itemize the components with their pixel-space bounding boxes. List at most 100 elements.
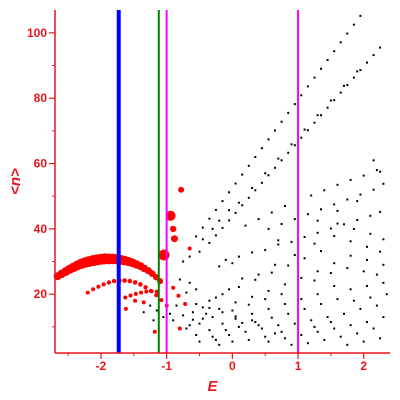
data-point-black bbox=[270, 316, 273, 319]
data-point-black bbox=[300, 276, 303, 279]
data-point-black bbox=[237, 201, 240, 204]
plot-area bbox=[53, 10, 388, 353]
data-point-black bbox=[218, 343, 221, 346]
data-point-black bbox=[329, 321, 332, 323]
data-point-black bbox=[254, 321, 257, 323]
data-point-black bbox=[201, 306, 204, 309]
data-point-red bbox=[178, 186, 185, 193]
data-point-black bbox=[188, 255, 191, 258]
data-point-black bbox=[234, 211, 237, 214]
data-point-red bbox=[165, 210, 176, 221]
data-point-black bbox=[283, 337, 286, 340]
data-point-black bbox=[356, 219, 359, 221]
data-point-black bbox=[257, 273, 260, 276]
data-point-red bbox=[127, 278, 133, 284]
data-point-black bbox=[326, 106, 329, 109]
data-point-black bbox=[267, 289, 270, 292]
data-point-black bbox=[251, 251, 254, 254]
data-point-black bbox=[316, 231, 319, 234]
data-point-red bbox=[133, 291, 138, 296]
data-point-black bbox=[241, 173, 244, 176]
axes: -2 -1 0 1 2 20 40 60 80 100 bbox=[27, 10, 390, 373]
data-point-black bbox=[234, 317, 237, 320]
data-point-black bbox=[244, 224, 247, 227]
data-point-black bbox=[382, 182, 385, 185]
data-point-black bbox=[280, 330, 283, 333]
data-point-black bbox=[356, 70, 359, 73]
data-point-red bbox=[111, 278, 117, 284]
data-point-black bbox=[224, 329, 227, 332]
data-point-black bbox=[293, 218, 296, 221]
data-point-black bbox=[228, 288, 231, 291]
data-point-black bbox=[369, 214, 372, 217]
data-point-black bbox=[385, 293, 388, 296]
data-point-black bbox=[333, 50, 336, 53]
data-point-black bbox=[336, 183, 339, 186]
data-point-black bbox=[274, 263, 276, 266]
data-point-black bbox=[375, 273, 378, 276]
data-point-black bbox=[228, 219, 231, 222]
data-point-red bbox=[139, 290, 143, 295]
data-point-black bbox=[343, 223, 345, 226]
data-point-black bbox=[316, 270, 319, 273]
data-point-black bbox=[251, 319, 254, 322]
data-point-black bbox=[237, 255, 240, 258]
data-point-red bbox=[152, 329, 157, 334]
data-point-black bbox=[310, 194, 313, 197]
data-point-black bbox=[313, 325, 316, 328]
data-point-black bbox=[316, 114, 319, 117]
data-point-black bbox=[359, 193, 362, 196]
y-tick-label: 20 bbox=[34, 287, 48, 301]
data-point-black bbox=[251, 312, 254, 315]
data-point-black bbox=[231, 340, 234, 343]
x-tick-label: -2 bbox=[96, 359, 107, 373]
data-point-black bbox=[237, 325, 240, 328]
data-point-black bbox=[366, 258, 368, 261]
data-point-black bbox=[356, 200, 359, 203]
data-point-black bbox=[254, 156, 257, 158]
data-point-black bbox=[352, 23, 355, 26]
data-point-black bbox=[379, 170, 382, 173]
data-point-black bbox=[352, 227, 355, 230]
data-point-black bbox=[234, 182, 237, 185]
data-point-black bbox=[277, 157, 280, 160]
data-point-black bbox=[366, 61, 368, 64]
data-point-black bbox=[362, 174, 365, 177]
data-point-black bbox=[287, 111, 290, 114]
data-point-black bbox=[372, 54, 375, 57]
data-point-black bbox=[306, 129, 309, 132]
data-point-black bbox=[320, 114, 322, 117]
data-point-black bbox=[201, 238, 204, 241]
data-point-red bbox=[154, 293, 159, 298]
data-point-black bbox=[316, 330, 319, 333]
data-point-black bbox=[366, 285, 368, 287]
data-point-black bbox=[310, 319, 313, 322]
data-point-red bbox=[187, 246, 192, 251]
data-point-black bbox=[333, 327, 336, 330]
data-point-black bbox=[208, 217, 211, 220]
data-point-black bbox=[277, 324, 280, 327]
data-point-black bbox=[303, 128, 306, 131]
data-point-black bbox=[346, 343, 349, 346]
data-point-black bbox=[323, 189, 326, 192]
data-point-black bbox=[221, 226, 224, 229]
data-point-black bbox=[191, 318, 194, 321]
data-point-black bbox=[264, 298, 267, 301]
data-point-black bbox=[208, 241, 211, 244]
data-point-black bbox=[306, 213, 309, 216]
data-point-black bbox=[339, 91, 342, 94]
data-point-black bbox=[224, 258, 227, 261]
data-point-black bbox=[191, 311, 194, 314]
data-point-black bbox=[228, 191, 231, 194]
data-point-black bbox=[306, 342, 309, 345]
data-point-black bbox=[175, 304, 178, 307]
data-point-black bbox=[267, 174, 270, 177]
data-point-black bbox=[254, 189, 257, 192]
data-point-black bbox=[323, 338, 326, 341]
data-point-black bbox=[316, 293, 319, 296]
data-point-black bbox=[359, 14, 362, 17]
data-point-black bbox=[336, 209, 339, 212]
data-point-black bbox=[188, 324, 191, 327]
data-point-black bbox=[349, 288, 352, 291]
